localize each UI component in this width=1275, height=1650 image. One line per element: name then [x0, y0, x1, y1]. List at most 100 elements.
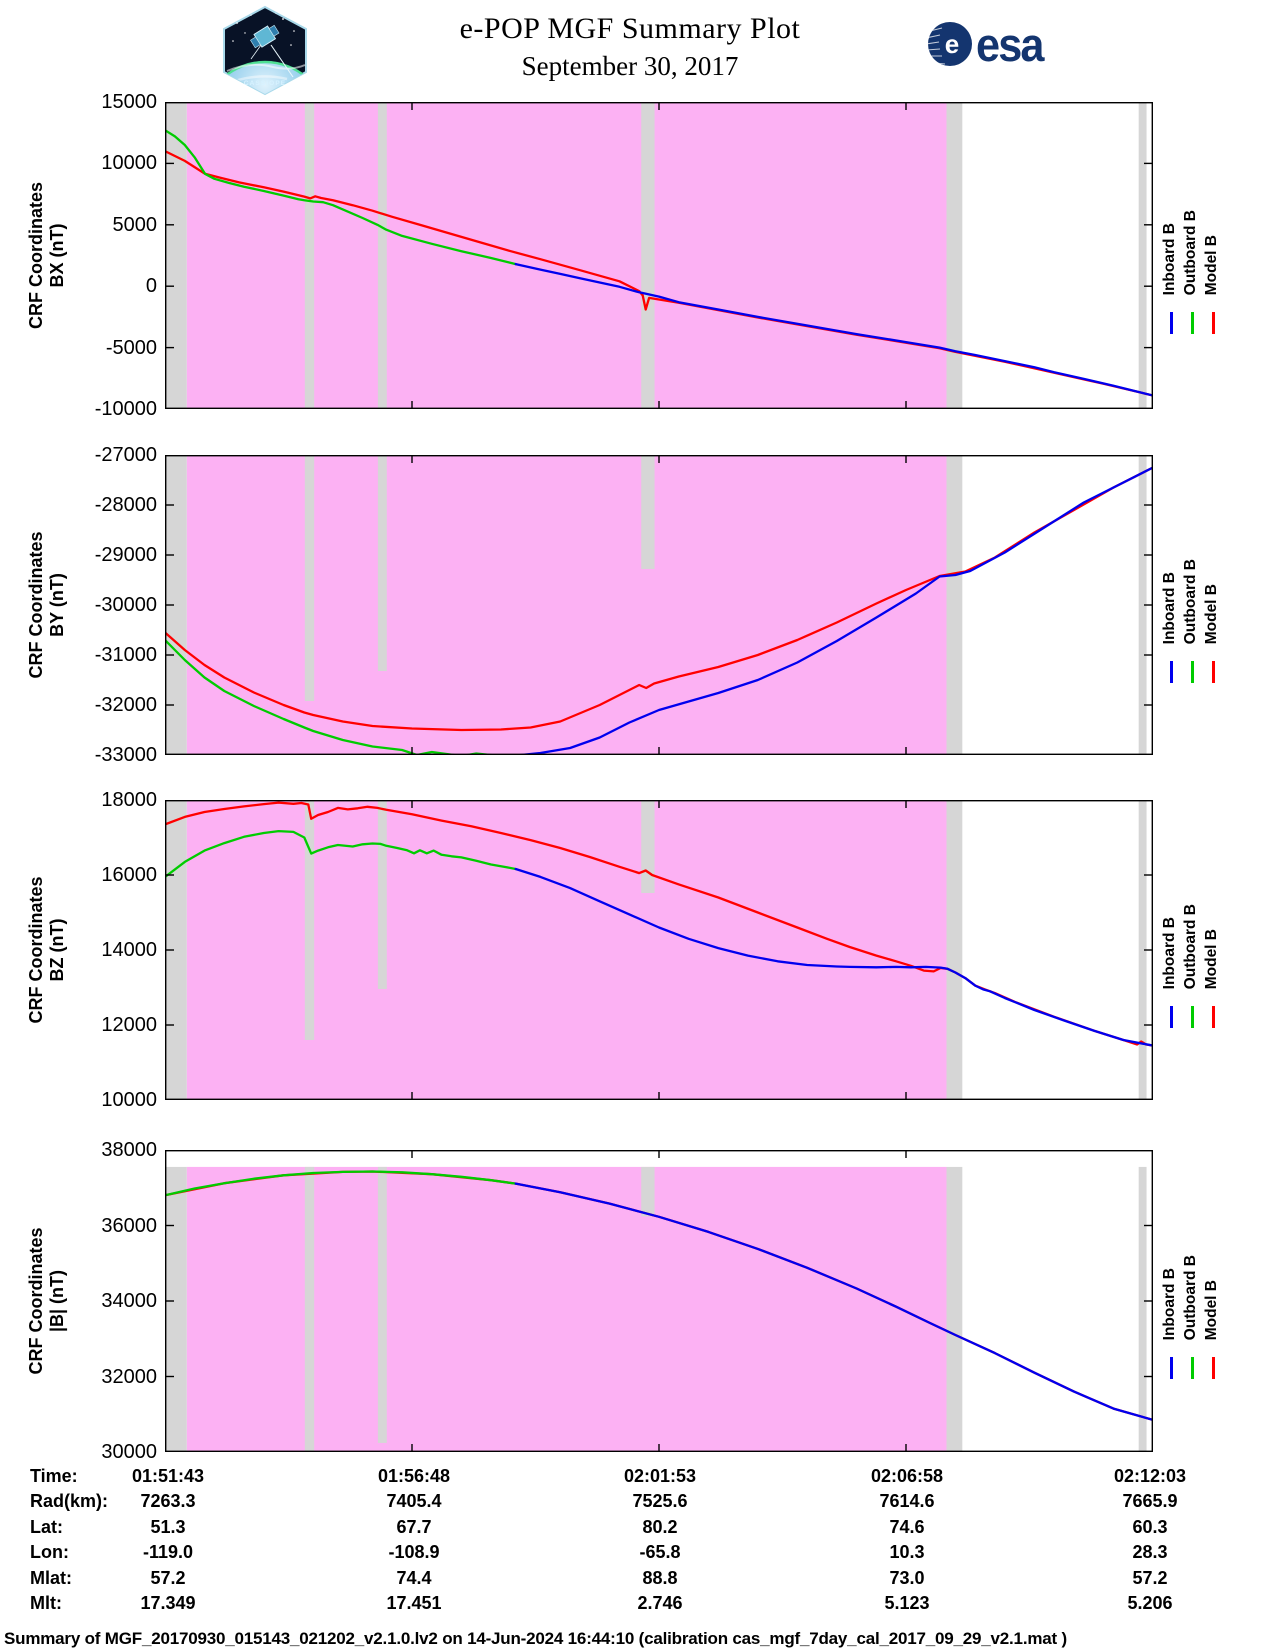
panel-bz-ytick-label: 12000: [101, 1014, 157, 1036]
legend-color-tick: [1203, 1356, 1224, 1379]
legend-color-tick: [1182, 660, 1203, 683]
panel-bz-ytick-label: 14000: [101, 939, 157, 961]
cassiope-mission-patch: CASSIOPE: [221, 5, 309, 102]
patch-word: CASSIOPE: [244, 80, 286, 87]
legend-label: Model B: [1203, 1279, 1220, 1341]
panel-bx-legend: Inboard B Outboard B Model B: [1161, 133, 1231, 296]
legend-color-tick: [1182, 1005, 1203, 1028]
panel-bz-ytick-label: 10000: [101, 1089, 157, 1111]
ephemeris-value: -119.0: [142, 1542, 194, 1563]
panel-bx-ytick-label: 0: [145, 275, 157, 298]
panel-bx-ytick-label: -10000: [94, 398, 157, 420]
panel-babs-axis-label: CRF Coordinates |B| (nT): [26, 1227, 67, 1375]
legend-color-tick: [1182, 312, 1203, 335]
panel-bz-ytick-label: 18000: [101, 789, 157, 811]
ephemeris-value: 67.7: [396, 1516, 432, 1537]
panel-babs-ytick-label: 34000: [101, 1290, 157, 1312]
panel-bx-ytick-label: 15000: [101, 91, 157, 113]
legend-color-tick: [1161, 1005, 1182, 1028]
panel-babs-ytick-label: 30000: [101, 1441, 157, 1463]
panel-babs-ytick-label: 36000: [101, 1214, 157, 1237]
legend-color-tick: [1161, 1356, 1182, 1379]
ephemeris-value: 57.2: [1132, 1567, 1168, 1588]
panel-by-ytick-label: -32000: [94, 694, 157, 716]
panel-by-ytick-label: -27000: [94, 444, 157, 466]
ephemeris-value: 02:06:58: [870, 1466, 944, 1486]
ephemeris-value: 74.6: [889, 1516, 925, 1537]
ephemeris-row-label: Mlat:: [30, 1567, 72, 1588]
panel-by-plot: [165, 455, 1153, 755]
panel-bz-plot: [165, 800, 1153, 1100]
ephemeris-value: 2.746: [637, 1593, 683, 1613]
ephemeris-value: 7665.9: [1122, 1491, 1178, 1512]
title-block: e-POP MGF Summary Plot September 30, 201…: [240, 12, 1020, 82]
ephemeris-value: -108.9: [388, 1542, 440, 1563]
summary-footer: Summary of MGF_20170930_015143_021202_v2…: [4, 1629, 1067, 1648]
page-title: e-POP MGF Summary Plot: [459, 12, 801, 45]
panel-babs-ytick-label: 38000: [101, 1139, 157, 1161]
ephemeris-row: Lat: 51.3 67.7 80.2 74.6 60.3: [0, 1517, 1275, 1542]
ephemeris-value: 01:51:43: [131, 1466, 205, 1486]
panel-by-axis-label: CRF Coordinates BY (nT): [26, 531, 67, 679]
ephemeris-value: 74.4: [396, 1567, 432, 1588]
ephemeris-row: Lon: -119.0 -108.9 -65.8 10.3 28.3: [0, 1542, 1275, 1567]
panel-bx-axis-label: CRF Coordinates BX (nT): [26, 182, 67, 330]
ephemeris-value: 01:56:48: [377, 1466, 451, 1486]
ephemeris-row: Time: 01:51:43 01:56:48 02:01:53 02:06:58 02:…: [0, 1466, 1275, 1491]
ephemeris-row: Mlt: 17.349 17.451 2.746 5.123 5.206: [0, 1593, 1275, 1618]
panel-by-legend-ticks: [1161, 660, 1231, 683]
ephemeris-value: 73.0: [889, 1567, 925, 1588]
esa-logo: e esa: [926, 20, 1048, 68]
legend-label: Model B: [1203, 928, 1220, 989]
ephemeris-value: 17.451: [386, 1593, 442, 1613]
ephemeris-value: 28.3: [1132, 1542, 1168, 1563]
ephemeris-row-label: Lat:: [30, 1516, 63, 1537]
panel-bx-ytick-label: -5000: [105, 336, 157, 359]
panel-by-ytick-label: -29000: [94, 544, 157, 566]
legend-label: Outboard B: [1182, 558, 1199, 644]
svg-text:e: e: [945, 29, 959, 59]
ephemeris-value: 7525.6: [632, 1491, 688, 1512]
legend-color-tick: [1203, 660, 1224, 683]
ephemeris-value: 88.8: [642, 1567, 678, 1588]
ephemeris-value: -65.8: [639, 1542, 681, 1563]
ephemeris-value: 57.2: [150, 1567, 186, 1588]
ephemeris-value: 5.123: [884, 1593, 930, 1613]
panel-bz-legend: Inboard B Outboard B Model B: [1161, 830, 1231, 989]
panel-bx-legend-ticks: [1161, 312, 1231, 335]
esa-globe-icon: e: [928, 22, 972, 66]
panel-by-ytick-label: -33000: [94, 744, 157, 766]
legend-label: Model B: [1203, 583, 1220, 644]
esa-wordmark: esa: [976, 17, 1044, 71]
legend-label: Outboard B: [1182, 1254, 1199, 1341]
panel-babs-plot: [165, 1150, 1153, 1452]
panel-babs-legend: Inboard B Outboard B Model B: [1161, 1180, 1231, 1340]
panel-bz-ytick-label: 16000: [101, 864, 157, 886]
legend-color-tick: [1161, 660, 1182, 683]
ephemeris-value: 7263.3: [140, 1491, 196, 1512]
ephemeris-value: 02:01:53: [623, 1466, 697, 1486]
cassiope-patch-graphic: CASSIOPE: [223, 5, 307, 96]
panel-by-legend: Inboard B Outboard B Model B: [1161, 485, 1231, 644]
ephemeris-value: 60.3: [1132, 1516, 1168, 1537]
legend-label: Inboard B: [1161, 916, 1178, 989]
panel-bx-ytick-label: 10000: [101, 152, 157, 175]
ephemeris-row-label: Time:: [30, 1466, 78, 1486]
legend-color-tick: [1203, 1005, 1224, 1028]
ephemeris-value: 7405.4: [386, 1491, 442, 1512]
ephemeris-row: Rad(km): 7263.3 7405.4 7525.6 7614.6 7665.9: [0, 1491, 1275, 1516]
ephemeris-value: 51.3: [150, 1516, 186, 1537]
panel-by-ytick-label: -30000: [94, 594, 157, 616]
legend-label: Inboard B: [1161, 223, 1178, 296]
legend-label: Outboard B: [1182, 903, 1199, 989]
panel-babs-ytick-label: 32000: [101, 1365, 157, 1388]
panel-bx-ytick-label: 5000: [112, 213, 158, 236]
legend-color-tick: [1203, 312, 1224, 335]
legend-label: Outboard B: [1182, 210, 1199, 296]
ephemeris-value: 80.2: [642, 1516, 678, 1537]
ephemeris-value: 7614.6: [879, 1491, 935, 1512]
ephemeris-value: 10.3: [889, 1542, 925, 1563]
ephemeris-row: Mlat: 57.2 74.4 88.8 73.0 57.2: [0, 1568, 1275, 1593]
legend-label: Inboard B: [1161, 571, 1178, 644]
